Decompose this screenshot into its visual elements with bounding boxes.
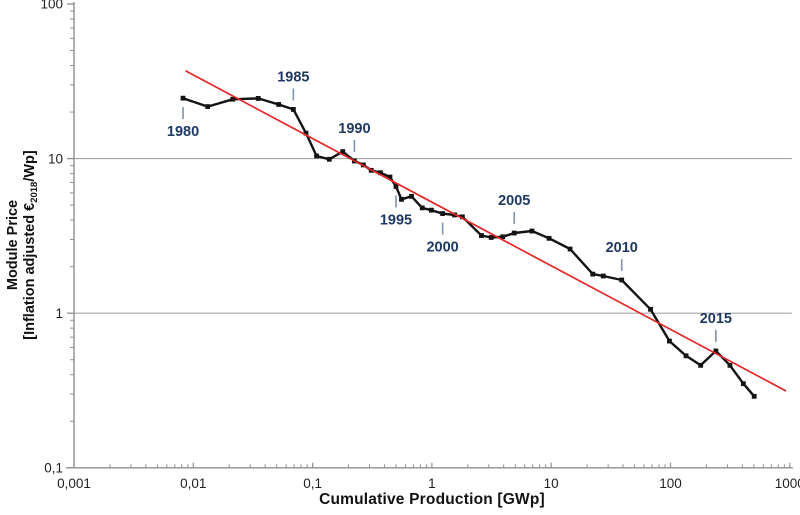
data-point-marker [419,205,425,211]
year-label-2015: 2015 [700,311,732,327]
data-point-marker [683,353,689,359]
data-point-marker [399,196,404,202]
y-tick-label: 0,1 [44,461,63,476]
data-point-marker [205,104,211,109]
data-point-marker [180,95,186,101]
euro-year-subscript: 2018 [29,181,40,203]
year-label-1990: 1990 [338,121,370,137]
data-point-marker [713,348,719,354]
x-tick-label: 10 [544,476,559,491]
x-tick-label: 1000 [775,476,800,491]
data-point-marker [500,234,506,240]
x-tick-label: 0,01 [180,476,206,491]
data-point-marker [276,102,282,107]
year-label-1995: 1995 [380,212,412,228]
data-point-marker [393,184,399,189]
data-point-marker [529,228,535,234]
x-tick-label: 1 [428,476,436,491]
data-point-marker [619,277,625,283]
data-point-marker [459,214,465,220]
data-point-marker [409,193,414,199]
data-point-marker [740,381,746,387]
x-tick-label: 0,1 [303,476,322,491]
data-point-marker [479,233,484,238]
y-axis-title: Module Price [Inflation adjusted €2018/W… [5,45,45,445]
x-tick-label: 100 [659,476,682,491]
data-point-marker [751,393,757,399]
y-tick-label: 10 [48,151,63,166]
data-point-marker [511,230,517,236]
data-point-marker [600,273,606,279]
year-label-2005: 2005 [498,193,530,209]
data-point-marker [255,96,261,101]
x-axis-title: Cumulative Production [GWp] [319,491,545,508]
y-tick-label: 1 [55,306,63,321]
data-point-marker [387,174,393,180]
data-point-marker [440,211,446,216]
data-point-marker [290,107,296,112]
data-point-marker [303,130,309,136]
year-label-2010: 2010 [606,240,638,256]
price-series-line [181,97,756,398]
data-point-marker [377,170,383,176]
y-axis-title-line2: [Inflation adjusted €2018/Wp] [22,150,40,340]
data-point-marker [326,156,332,162]
y-axis-title-line1: Module Price [5,199,21,291]
data-point-marker [567,246,573,252]
data-point-marker [488,235,494,240]
data-point-marker [727,362,733,368]
data-point-marker [590,271,596,277]
data-point-marker [546,235,552,241]
data-point-marker [428,207,434,213]
data-point-marker [648,306,653,312]
trend-line [185,70,787,392]
year-label-1980: 1980 [167,124,199,140]
year-label-2000: 2000 [426,240,458,256]
data-point-marker [314,153,319,159]
data-point-marker [667,338,672,344]
data-point-marker [230,96,236,102]
x-tick-label: 0,001 [57,476,91,491]
data-point-marker [698,362,704,368]
year-label-1985: 1985 [277,69,309,85]
y-tick-label: 100 [40,0,63,12]
data-point-marker [340,149,346,154]
